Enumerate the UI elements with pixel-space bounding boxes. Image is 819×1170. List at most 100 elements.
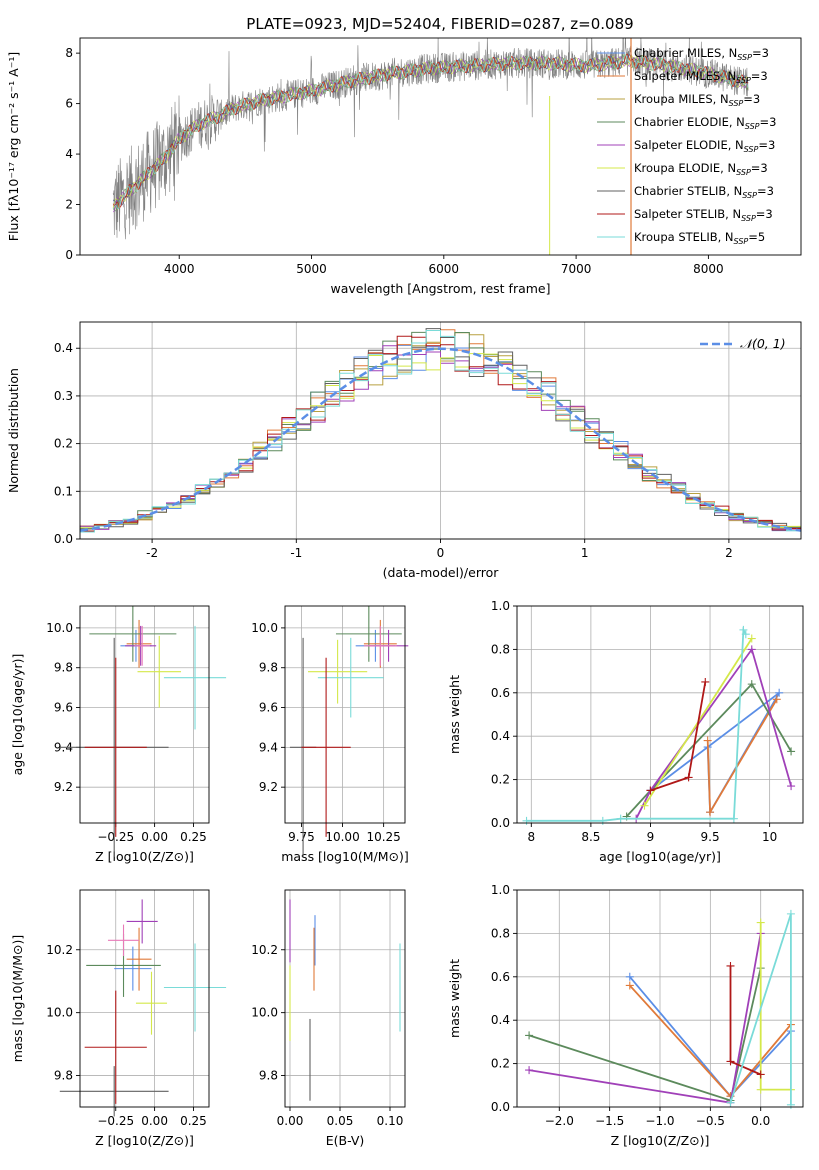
x-tick-label: 8000: [693, 262, 724, 276]
y-axis-label: mass [log10(M/M⊙)]: [10, 935, 25, 1063]
legend-text: =3: [743, 92, 760, 106]
x-tick-label: 9.5: [701, 830, 720, 844]
histograms: [79, 328, 802, 533]
x-axis-label: Z [log10(Z/Z⊙)]: [95, 849, 194, 864]
legend-text: Kroupa MILES, N: [634, 92, 729, 106]
axes-frame: [79, 605, 210, 824]
marker-salpeter_stelib: [726, 961, 735, 970]
y-tick-label: 0.2: [54, 437, 73, 451]
legend-subscript: SSP: [736, 168, 751, 177]
x-axis-label: Z [log10(Z/Z⊙)]: [611, 1133, 710, 1148]
y-tick-label: 0.8: [491, 642, 510, 656]
figure-title: PLATE=0923, MJD=52404, FIBERID=0287, z=0…: [246, 15, 633, 33]
legend-text: Salpeter MILES, N: [634, 69, 736, 83]
x-tick-label: -1: [290, 546, 302, 560]
x-tick-label: −2.0: [545, 1114, 574, 1128]
axes-frame: [284, 889, 406, 1108]
marker-kroupa_stelib: [786, 909, 795, 918]
legend-text: =3: [751, 69, 768, 83]
legend-text: Salpeter STELIB, N: [634, 207, 741, 221]
legend-text: =3: [758, 138, 775, 152]
y-tick-label: 2: [65, 198, 73, 212]
legend-entry: Kroupa STELIB, NSSP=5: [634, 230, 765, 246]
x-tick-label: 9.75: [288, 830, 315, 844]
y-tick-label: 10.0: [251, 621, 278, 635]
panel-3: 9.75 10.00 10.25 9.2 9.4 9.6 9.8 10.0 mass [log1…: [251, 605, 409, 864]
spectra: [112, 38, 749, 255]
legend-subscript: SSP: [729, 99, 744, 108]
marker-kroupa_stelib: [739, 625, 748, 634]
x-tick-label: 0.05: [327, 1114, 354, 1128]
gridlines: [285, 606, 405, 823]
legend-entry: Salpeter ELODIE, NSSP=3: [634, 138, 775, 154]
errorbars: [59, 899, 227, 1117]
y-tick-label: 10.0: [46, 1006, 73, 1020]
panel-6: 0.00 0.05 0.10 9.8 10.0 10.2 E(B-V): [251, 889, 406, 1148]
legend-text: Kroupa ELODIE, N: [634, 161, 736, 175]
y-tick-label: 1.0: [491, 883, 510, 897]
y-tick-label: 0: [65, 248, 73, 262]
marker-kroupa_stelib: [741, 630, 750, 639]
legend-entry: Kroupa ELODIE, NSSP=3: [634, 161, 768, 177]
y-tick-label: 0.6: [491, 686, 510, 700]
x-tick-label: −0.25: [97, 1114, 134, 1128]
y-axis-label: Flux [fλ10⁻¹⁷ erg cm⁻² s⁻¹ A⁻¹]: [6, 52, 21, 241]
model-kroupa_stelib: [112, 53, 749, 210]
marker-salpeter_miles: [772, 695, 781, 704]
y-tick-label: 1.0: [491, 599, 510, 613]
y-tick-label: 0.3: [54, 389, 73, 403]
legend-subscript: SSP: [742, 191, 757, 200]
errorbars: [289, 606, 409, 857]
legend-text: =3: [752, 46, 769, 60]
x-axis-label: E(B-V): [326, 1133, 365, 1148]
y-axis-label: age [log10(age/yr)]: [10, 654, 25, 776]
x-tick-label: 10.25: [366, 830, 400, 844]
y-axis-label: mass weight: [447, 675, 462, 754]
marker-salpeter_stelib: [646, 786, 655, 795]
x-tick-label: 0: [437, 546, 445, 560]
legend-subscript: SSP: [737, 53, 752, 62]
legend-entry: 𝒩(0, 1): [740, 336, 786, 351]
y-tick-label: 4: [65, 147, 73, 161]
series-salpeter_elodie: [635, 647, 792, 820]
gridlines: [285, 890, 405, 1107]
y-tick-label: 9.8: [259, 1069, 278, 1083]
gridlines: [517, 605, 803, 824]
x-tick-label: 10.00: [325, 830, 359, 844]
x-tick-label: −1.0: [645, 1114, 674, 1128]
y-tick-label: 0.4: [491, 729, 510, 743]
x-tick-label: 8.5: [581, 830, 600, 844]
legend-entry: Chabrier ELODIE, NSSP=3: [634, 115, 776, 131]
marker-salpeter_stelib: [684, 773, 693, 782]
marker-salpeter_stelib: [701, 677, 710, 686]
y-tick-label: 10.2: [251, 943, 278, 957]
legend-text: Chabrier ELODIE, N: [634, 115, 745, 129]
marker-salpeter_miles: [625, 981, 634, 990]
y-tick-label: 0.0: [491, 816, 510, 830]
legend-entry: Chabrier STELIB, NSSP=3: [634, 184, 774, 200]
marker-salpeter_stelib: [726, 1057, 735, 1066]
legend-text: =3: [756, 207, 773, 221]
legend-text: =3: [757, 184, 774, 198]
x-axis-label: mass [log10(M/M⊙)]: [281, 849, 409, 864]
y-tick-label: 9.8: [54, 661, 73, 675]
x-tick-label: 5000: [296, 262, 327, 276]
errorbars: [289, 899, 401, 1101]
model-chabrier_elodie: [112, 54, 749, 212]
marker-kroupa_stelib: [729, 814, 738, 823]
y-tick-label: 9.8: [259, 661, 278, 675]
x-axis-label: wavelength [Angstrom, rest frame]: [330, 281, 550, 296]
weight-lines: [525, 909, 795, 1109]
y-tick-label: 0.6: [491, 970, 510, 984]
legend-subscript: SSP: [744, 145, 759, 154]
x-tick-label: 8: [527, 830, 535, 844]
x-tick-label: −0.25: [97, 830, 134, 844]
x-axis-label: Z [log10(Z/Z⊙)]: [95, 1133, 194, 1148]
y-tick-label: 10.0: [46, 621, 73, 635]
legend-subscript: SSP: [745, 122, 760, 131]
legend-text: =5: [748, 230, 765, 244]
marker-kroupa_elodie: [640, 801, 649, 810]
marker-kroupa_stelib: [598, 816, 607, 825]
